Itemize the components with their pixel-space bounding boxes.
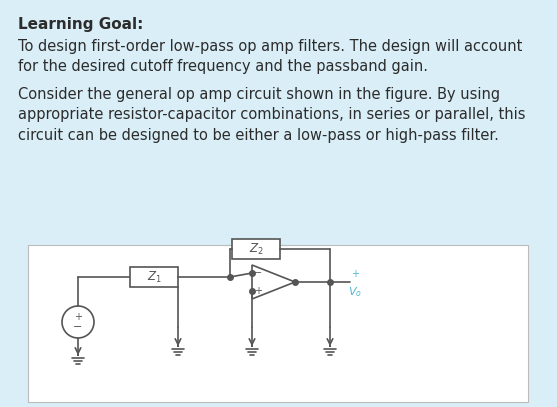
Text: −: − — [254, 268, 262, 278]
Text: −: − — [74, 322, 82, 332]
Text: +: + — [74, 312, 82, 322]
FancyBboxPatch shape — [28, 245, 528, 402]
Text: +: + — [351, 269, 359, 279]
Text: Learning Goal:: Learning Goal: — [18, 17, 143, 32]
Polygon shape — [252, 265, 295, 299]
Text: Consider the general op amp circuit shown in the figure. By using
appropriate re: Consider the general op amp circuit show… — [18, 87, 525, 143]
Text: $Z_2$: $Z_2$ — [248, 241, 263, 256]
FancyBboxPatch shape — [232, 239, 280, 259]
Text: $Z_1$: $Z_1$ — [146, 269, 162, 284]
Text: $V_o$: $V_o$ — [348, 285, 362, 299]
Text: To design first-order low-pass op amp filters. The design will account
for the d: To design first-order low-pass op amp fi… — [18, 39, 522, 74]
FancyBboxPatch shape — [130, 267, 178, 287]
Text: +: + — [254, 286, 262, 296]
